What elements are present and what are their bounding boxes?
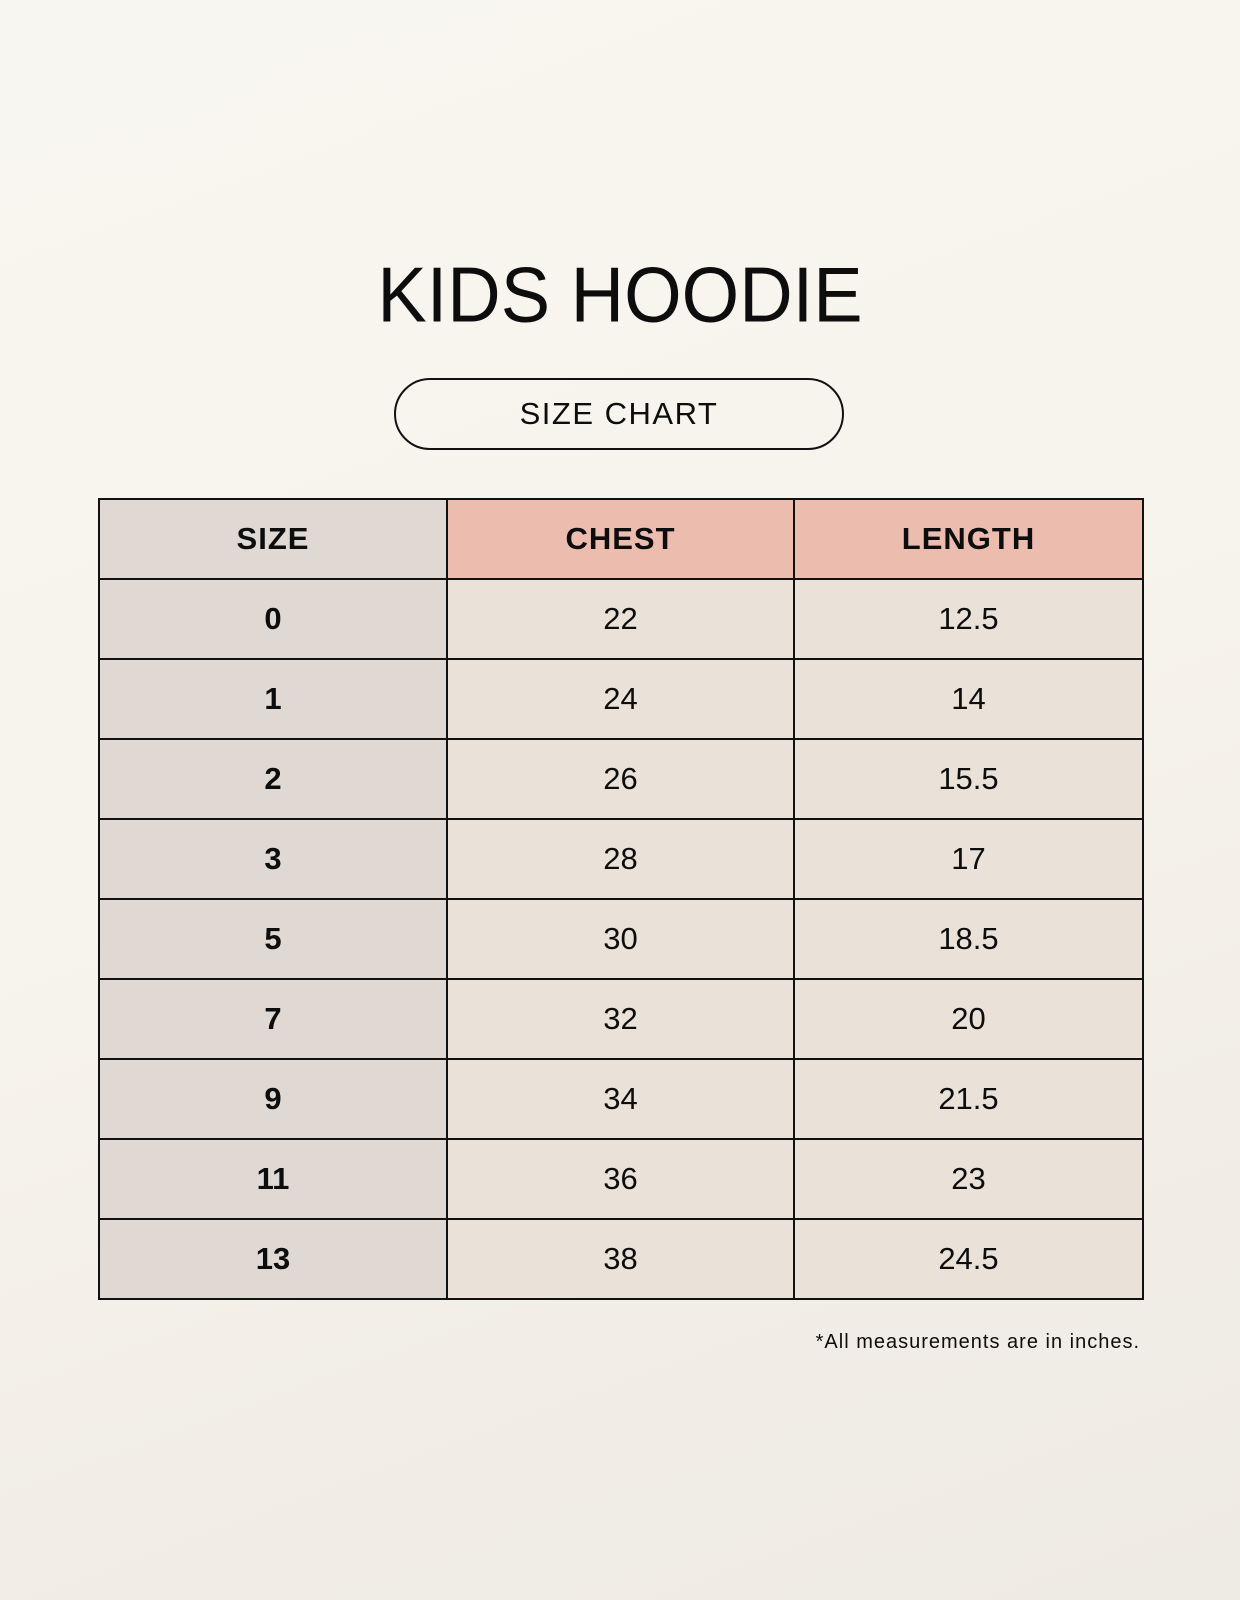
chest-cell: 30	[446, 898, 795, 980]
size-cell: 13	[98, 1218, 448, 1300]
length-cell: 20	[792, 978, 1145, 1060]
length-cell: 15.5	[792, 738, 1145, 820]
table-row: 9 34 21.5	[98, 1058, 1145, 1140]
chest-cell: 34	[446, 1058, 795, 1140]
table-row: 13 38 24.5	[98, 1218, 1145, 1300]
table-row: 2 26 15.5	[98, 738, 1145, 820]
size-cell: 2	[98, 738, 448, 820]
chest-cell: 28	[446, 818, 795, 900]
table-row: 5 30 18.5	[98, 898, 1145, 980]
size-cell: 0	[98, 578, 448, 660]
chest-cell: 32	[446, 978, 795, 1060]
header-length: LENGTH	[792, 498, 1145, 580]
length-cell: 12.5	[792, 578, 1145, 660]
length-cell: 14	[792, 658, 1145, 740]
table-header-row: SIZE CHEST LENGTH	[98, 498, 1145, 580]
chest-cell: 24	[446, 658, 795, 740]
chest-cell: 26	[446, 738, 795, 820]
table-row: 1 24 14	[98, 658, 1145, 740]
header-chest: CHEST	[446, 498, 795, 580]
size-cell: 11	[98, 1138, 448, 1220]
size-cell: 7	[98, 978, 448, 1060]
length-cell: 24.5	[792, 1218, 1145, 1300]
size-table: SIZE CHEST LENGTH 0 22 12.5 1 24 14 2 26 15.5 3 28…	[98, 498, 1145, 1300]
footnote: *All measurements are in inches.	[815, 1331, 1140, 1353]
length-cell: 18.5	[792, 898, 1145, 980]
length-cell: 23	[792, 1138, 1145, 1220]
size-chart-label: SIZE CHART	[394, 378, 844, 450]
size-cell: 3	[98, 818, 448, 900]
table-row: 7 32 20	[98, 978, 1145, 1060]
header-size: SIZE	[98, 498, 448, 580]
chest-cell: 38	[446, 1218, 795, 1300]
table-row: 3 28 17	[98, 818, 1145, 900]
table-row: 0 22 12.5	[98, 578, 1145, 660]
length-cell: 17	[792, 818, 1145, 900]
chest-cell: 36	[446, 1138, 795, 1220]
page-title: KIDS HOODIE	[377, 250, 863, 339]
size-cell: 1	[98, 658, 448, 740]
length-cell: 21.5	[792, 1058, 1145, 1140]
chest-cell: 22	[446, 578, 795, 660]
size-cell: 9	[98, 1058, 448, 1140]
size-cell: 5	[98, 898, 448, 980]
table-row: 11 36 23	[98, 1138, 1145, 1220]
